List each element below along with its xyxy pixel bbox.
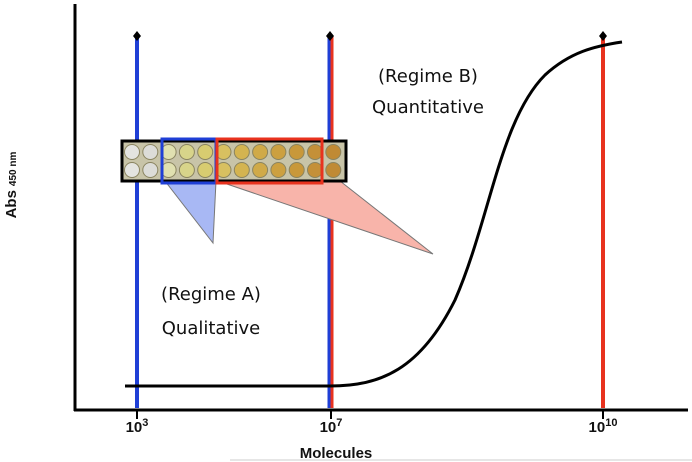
well xyxy=(233,162,250,178)
x-tick-label: 1010 xyxy=(589,417,618,436)
y-title-text: Abs xyxy=(3,190,20,218)
annotation: Quantitative xyxy=(372,97,484,118)
well xyxy=(288,162,305,178)
blue-wedge xyxy=(163,180,217,245)
well xyxy=(142,144,159,160)
tick-exponent: 7 xyxy=(336,417,342,429)
red-box xyxy=(215,137,324,185)
well xyxy=(178,144,195,160)
annotation: Qualitative xyxy=(162,318,260,339)
well xyxy=(288,144,305,160)
well xyxy=(197,144,214,160)
well xyxy=(252,144,269,160)
well xyxy=(307,144,323,160)
diamond xyxy=(326,31,334,41)
annotation: (Regime B) xyxy=(378,66,478,87)
well xyxy=(142,162,159,178)
well xyxy=(233,144,250,160)
well xyxy=(124,162,140,178)
annotation: (Regime A) xyxy=(161,284,261,305)
well xyxy=(325,162,342,178)
well xyxy=(124,144,140,160)
red-wedge xyxy=(217,180,434,255)
tick-exponent: 3 xyxy=(142,417,148,429)
y-axis-title: Abs 450 nm xyxy=(3,151,20,218)
well-plate xyxy=(120,139,348,183)
well xyxy=(178,162,195,178)
well xyxy=(252,162,269,178)
well xyxy=(197,162,214,178)
tick-base: 10 xyxy=(589,419,606,436)
well xyxy=(270,144,287,160)
x-axis-title: Molecules xyxy=(300,445,373,462)
diamond xyxy=(599,31,607,41)
well xyxy=(270,162,287,178)
curve xyxy=(125,40,623,388)
tick-base: 10 xyxy=(126,419,143,436)
tick-base: 10 xyxy=(320,419,337,436)
well xyxy=(307,162,323,178)
diamond xyxy=(133,31,141,41)
x-tick-label: 103 xyxy=(126,417,149,436)
well xyxy=(325,144,342,160)
x-tick-label: 107 xyxy=(320,417,343,436)
tick-exponent: 10 xyxy=(605,417,617,429)
y-title-subscript: 450 nm xyxy=(8,151,19,186)
